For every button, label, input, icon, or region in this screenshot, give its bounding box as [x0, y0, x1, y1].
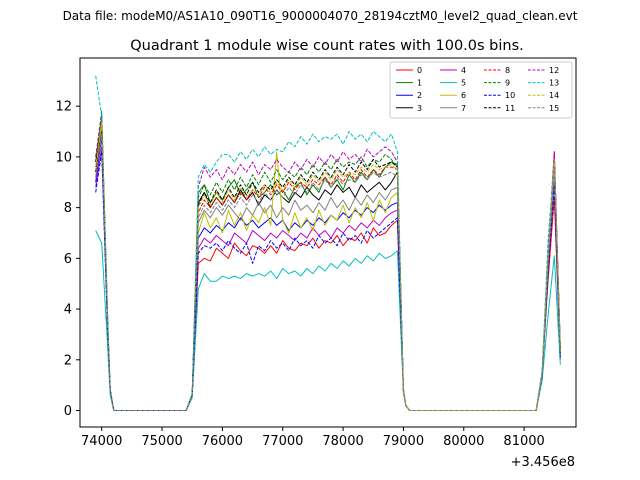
- plot-area: [95, 75, 561, 411]
- x-tick-label: 76000: [202, 434, 243, 449]
- legend-label-9: 9: [505, 79, 510, 88]
- legend-label-6: 6: [461, 91, 466, 100]
- legend-label-8: 8: [505, 66, 510, 75]
- legend-label-7: 7: [461, 104, 466, 113]
- legend-label-12: 12: [549, 66, 559, 75]
- legend-label-2: 2: [417, 91, 422, 100]
- x-tick-label: 74000: [81, 434, 122, 449]
- legend-label-13: 13: [549, 79, 559, 88]
- legend-label-14: 14: [549, 91, 559, 100]
- series-line-14: [95, 123, 561, 411]
- x-tick-label: 81000: [503, 434, 544, 449]
- x-tick-label: 78000: [322, 434, 363, 449]
- y-tick-label: 10: [55, 150, 72, 165]
- series-line-11: [95, 131, 561, 411]
- y-tick-label: 2: [64, 353, 72, 368]
- axes: 74000 75000 76000 77000 78000 79000 80000 81000…: [55, 57, 577, 449]
- x-tick-label: 75000: [141, 434, 182, 449]
- y-tick-label: 12: [55, 100, 72, 115]
- y-tick-label: 6: [64, 252, 72, 267]
- y-tick-label: 4: [64, 303, 72, 318]
- legend-label-10: 10: [505, 91, 515, 100]
- legend-label-11: 11: [505, 104, 515, 113]
- chart-title: Quadrant 1 module wise count rates with …: [130, 38, 524, 54]
- x-tick-label: 77000: [262, 434, 303, 449]
- series-line-12: [95, 115, 561, 411]
- legend-label-15: 15: [549, 104, 559, 113]
- y-tick-label: 0: [64, 404, 72, 419]
- legend-box: [389, 61, 573, 119]
- series-line-13: [95, 75, 561, 411]
- y-tick-label: 8: [64, 201, 72, 216]
- legend-label-3: 3: [417, 104, 422, 113]
- x-tick-label: 79000: [383, 434, 424, 449]
- legend-label-5: 5: [461, 79, 466, 88]
- series-lines: [95, 75, 561, 411]
- x-offset-label: +3.456e8: [511, 455, 575, 470]
- legend-label-1: 1: [417, 79, 422, 88]
- legend-label-4: 4: [461, 66, 466, 75]
- suptitle: Data file: modeM0/AS1A10_090T16_90000040…: [63, 9, 578, 23]
- legend-label-0: 0: [417, 66, 422, 75]
- axes-frame: [79, 57, 577, 428]
- x-tick-label: 80000: [443, 434, 484, 449]
